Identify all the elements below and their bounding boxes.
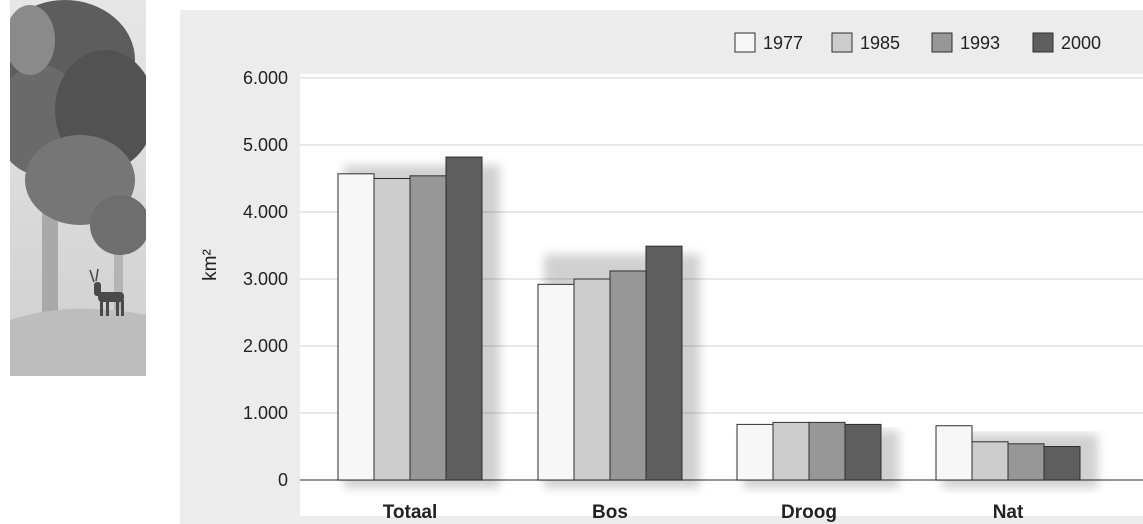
chart-panel: 0 1.000 2.000 3.000 4.000 5.000 6.000 Totaal Bo… <box>180 10 1143 524</box>
y-axis-label: km² <box>200 249 221 281</box>
bar-totaal-1993 <box>409 175 447 481</box>
bar-nat-2000 <box>1043 446 1081 481</box>
x-category-label: Totaal <box>383 502 438 523</box>
x-category-label: Droog <box>781 502 837 523</box>
x-category-label: Bos <box>592 502 628 523</box>
bar-nat-1985 <box>971 441 1009 481</box>
bar-bos-2000 <box>645 245 683 481</box>
y-tick-label: 4.000 <box>243 202 288 222</box>
bar-droog-1977 <box>736 423 774 481</box>
x-category-label: Nat <box>993 502 1024 523</box>
bar-nat-1977 <box>935 425 973 481</box>
bar-bos-1977 <box>537 283 575 481</box>
y-tick-label: 6.000 <box>243 68 288 88</box>
bar-totaal-1977 <box>337 173 375 481</box>
bar-droog-2000 <box>844 423 882 481</box>
y-tick-label: 5.000 <box>243 135 288 155</box>
bar-nat-1993 <box>1007 443 1045 481</box>
legend-label-2000: 2000 <box>1061 33 1101 53</box>
y-tick-label: 2.000 <box>243 336 288 356</box>
bar-bos-1985 <box>573 278 611 481</box>
forest-illustration <box>10 0 146 376</box>
y-tick-label: 1.000 <box>243 403 288 423</box>
y-tick-label: 0 <box>278 470 288 490</box>
legend-label-1977: 1977 <box>763 33 803 53</box>
forest-deer-photo <box>10 0 146 376</box>
legend-swatch-1985 <box>831 32 853 53</box>
bar-droog-1985 <box>772 421 810 481</box>
y-tick-label: 3.000 <box>243 269 288 289</box>
legend-swatch-1993 <box>931 32 953 53</box>
legend-swatch-2000 <box>1032 32 1054 53</box>
legend-label-1993: 1993 <box>960 33 1000 53</box>
bar-droog-1993 <box>808 421 846 481</box>
bar-bos-1993 <box>609 270 647 481</box>
bar-totaal-1985 <box>373 178 411 481</box>
bar-totaal-2000 <box>445 156 483 481</box>
legend-swatch-1977 <box>734 32 756 53</box>
bar-chart: 0 1.000 2.000 3.000 4.000 5.000 6.000 Totaal Bo… <box>200 32 1143 523</box>
legend-label-1985: 1985 <box>860 33 900 53</box>
